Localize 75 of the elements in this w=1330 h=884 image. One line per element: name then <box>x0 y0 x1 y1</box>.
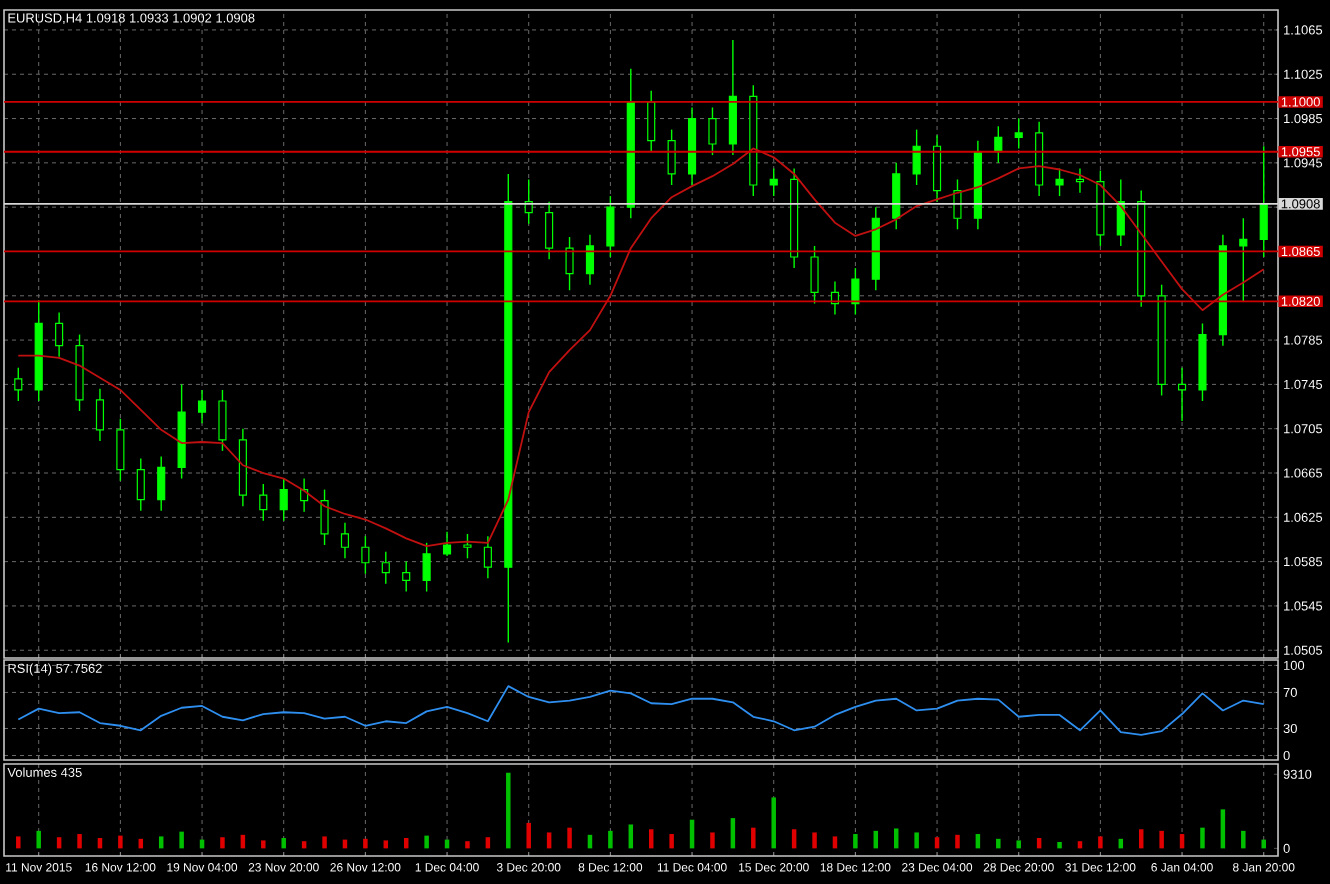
candlestick <box>402 560 411 593</box>
bar <box>506 772 511 849</box>
bar <box>853 834 858 849</box>
candlestick <box>708 106 717 156</box>
bar <box>914 832 919 849</box>
bar <box>1016 840 1021 849</box>
bar <box>628 824 634 849</box>
candlestick <box>361 535 370 575</box>
candlestick <box>769 167 778 197</box>
bar <box>893 828 899 849</box>
bar <box>996 838 1001 849</box>
bar <box>322 836 327 849</box>
candlestick <box>95 388 105 442</box>
candlestick <box>545 200 554 260</box>
bar <box>77 834 82 849</box>
candlestick <box>606 195 615 258</box>
candlestick <box>932 134 942 203</box>
bar <box>526 822 531 849</box>
candlestick <box>851 267 860 316</box>
bar <box>669 834 674 849</box>
candlestick <box>136 457 145 512</box>
bar <box>771 797 776 849</box>
bar <box>567 827 572 849</box>
candlestick <box>442 531 452 557</box>
bar <box>1200 827 1205 849</box>
bar <box>1241 830 1246 849</box>
bar <box>1261 839 1266 849</box>
bar <box>179 831 184 849</box>
candlestick <box>157 455 166 512</box>
candlestick <box>381 550 390 585</box>
candlestick <box>1177 367 1187 422</box>
candlestick <box>320 488 329 546</box>
bar <box>424 835 429 849</box>
bar <box>751 827 756 849</box>
candlestick <box>197 389 207 424</box>
bar <box>16 836 21 849</box>
bar <box>955 834 960 849</box>
candlestick <box>463 533 472 559</box>
candlestick <box>340 522 350 559</box>
candlestick <box>218 389 227 452</box>
bar <box>608 830 613 849</box>
candlestick <box>1239 217 1248 303</box>
candlestick <box>1259 145 1268 258</box>
bar <box>118 835 123 849</box>
bar <box>546 832 552 849</box>
candlestick <box>667 128 676 186</box>
bar <box>281 838 286 849</box>
candlestick <box>1055 167 1064 197</box>
candlestick <box>55 311 64 358</box>
candlestick <box>116 418 125 482</box>
bar <box>220 837 225 849</box>
candlestick <box>483 535 492 579</box>
bar <box>1159 830 1164 849</box>
bar <box>710 832 715 849</box>
bar <box>1098 836 1103 849</box>
bar <box>1057 841 1062 849</box>
candlestick <box>1075 167 1085 194</box>
candlestick <box>14 367 23 402</box>
candlestick <box>565 236 574 291</box>
candlestick <box>1014 117 1023 150</box>
bar <box>465 841 470 849</box>
candlestick <box>810 245 819 305</box>
candlestick <box>422 542 431 593</box>
line-series <box>17 685 1265 736</box>
candlestick <box>912 128 921 186</box>
candlestick <box>892 162 901 231</box>
bar <box>261 840 266 849</box>
bar <box>363 838 368 849</box>
candlestick <box>259 483 268 522</box>
candlestick <box>647 90 656 153</box>
candlestick <box>279 477 288 522</box>
candlestick <box>585 234 595 286</box>
candlestick <box>728 39 737 156</box>
bar <box>36 830 41 849</box>
bar <box>812 832 817 849</box>
